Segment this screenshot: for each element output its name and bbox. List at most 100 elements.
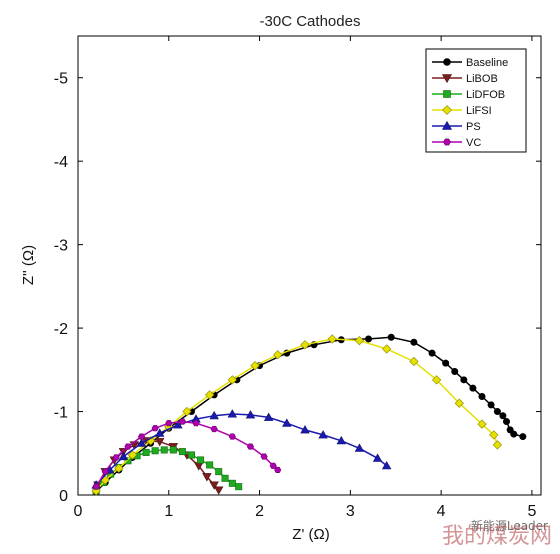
legend-item-vc: VC (432, 137, 481, 149)
legend-label: LiFSI (466, 105, 492, 117)
data-point (519, 433, 527, 441)
data-point (365, 335, 373, 343)
data-point (300, 340, 310, 350)
data-point (124, 443, 132, 450)
y-axis-label: Z'' (Ω) (20, 245, 37, 285)
data-point (431, 375, 442, 385)
data-point (336, 435, 346, 445)
legend-label: VC (466, 137, 481, 149)
data-point (354, 335, 365, 346)
y-tick-label: -5 (54, 71, 68, 88)
data-point (409, 356, 419, 367)
data-point (250, 361, 260, 371)
data-point (441, 120, 453, 130)
data-point (478, 393, 486, 401)
y-tick-label: -3 (54, 238, 68, 255)
data-point (165, 420, 173, 427)
data-point (178, 418, 186, 425)
plot-frame (77, 35, 542, 496)
watermark-sub: 新能源Leader (470, 519, 548, 533)
data-point (510, 430, 518, 438)
data-point (182, 406, 192, 417)
data-point (499, 412, 507, 420)
legend-label: LiDFOB (466, 89, 505, 101)
data-point (173, 420, 183, 429)
data-point (260, 453, 268, 460)
legend-label: PS (466, 121, 481, 133)
data-point (318, 430, 328, 439)
data-point (136, 438, 147, 447)
data-point (492, 440, 503, 450)
data-point (151, 425, 159, 432)
data-point (245, 410, 256, 419)
x-tick-label: 4 (437, 503, 446, 520)
data-point (443, 90, 451, 98)
data-point (273, 350, 283, 360)
x-tick-label: 1 (164, 503, 173, 520)
data-point (114, 463, 124, 473)
series-line (95, 336, 524, 493)
data-point (454, 398, 464, 408)
series-line (95, 338, 499, 492)
x-tick-label: 2 (255, 503, 264, 520)
legend-item-libob: LiBOB (432, 73, 498, 85)
x-tick-label: 0 (74, 503, 83, 520)
data-point (138, 433, 146, 440)
data-point (477, 419, 487, 429)
data-point (443, 58, 451, 66)
data-point (151, 447, 159, 455)
watermark: 我的煤炭网 (441, 524, 552, 549)
data-point (160, 446, 168, 454)
data-point (300, 425, 310, 434)
data-point (154, 438, 165, 447)
data-point (428, 349, 436, 357)
data-point (209, 481, 219, 490)
x-tick-label: 3 (346, 503, 355, 520)
data-point (228, 479, 236, 487)
series-vc (92, 418, 282, 490)
series-baseline (92, 333, 527, 496)
data-point (503, 418, 511, 426)
data-point (327, 334, 337, 344)
data-point (382, 344, 392, 354)
data-point (451, 367, 459, 375)
data-point (227, 409, 238, 418)
y-tick-label: -2 (54, 321, 68, 338)
x-tick-label: 5 (527, 503, 536, 520)
data-point (387, 333, 395, 341)
legend-box (425, 48, 527, 153)
data-point (469, 384, 477, 392)
data-point (202, 473, 212, 482)
data-point (442, 359, 450, 367)
legend-item-lifsi: LiFSI (432, 105, 492, 117)
data-point (142, 448, 150, 456)
data-point (187, 451, 195, 459)
legend: Baseline LiBOB LiDFOB LiFSI PS VC (425, 48, 527, 153)
data-point (197, 456, 205, 464)
x-axis-label: Z' (Ω) (292, 526, 329, 543)
data-point (354, 443, 365, 452)
data-point (489, 430, 499, 440)
data-point (154, 428, 165, 437)
data-point (246, 443, 255, 450)
legend-item-ps: PS (432, 120, 481, 133)
axis-ticks: 0 1 2 3 4 5 0 -1 -2 -3 -4 -5 (54, 36, 541, 520)
data-point (372, 453, 383, 462)
data-point (92, 483, 100, 490)
data-point (221, 474, 229, 482)
data-point (487, 401, 495, 409)
data-point (235, 483, 243, 491)
data-point (263, 412, 274, 421)
data-point (210, 425, 218, 433)
legend-label: LiBOB (466, 73, 498, 85)
data-point (460, 376, 468, 384)
chart-title: -30C Cathodes (260, 13, 361, 30)
data-point (118, 451, 129, 461)
data-point (227, 375, 237, 385)
data-point (209, 410, 219, 420)
data-point (112, 454, 120, 461)
data-point (282, 418, 292, 427)
y-tick-label: -1 (54, 405, 68, 422)
data-point (206, 461, 214, 469)
